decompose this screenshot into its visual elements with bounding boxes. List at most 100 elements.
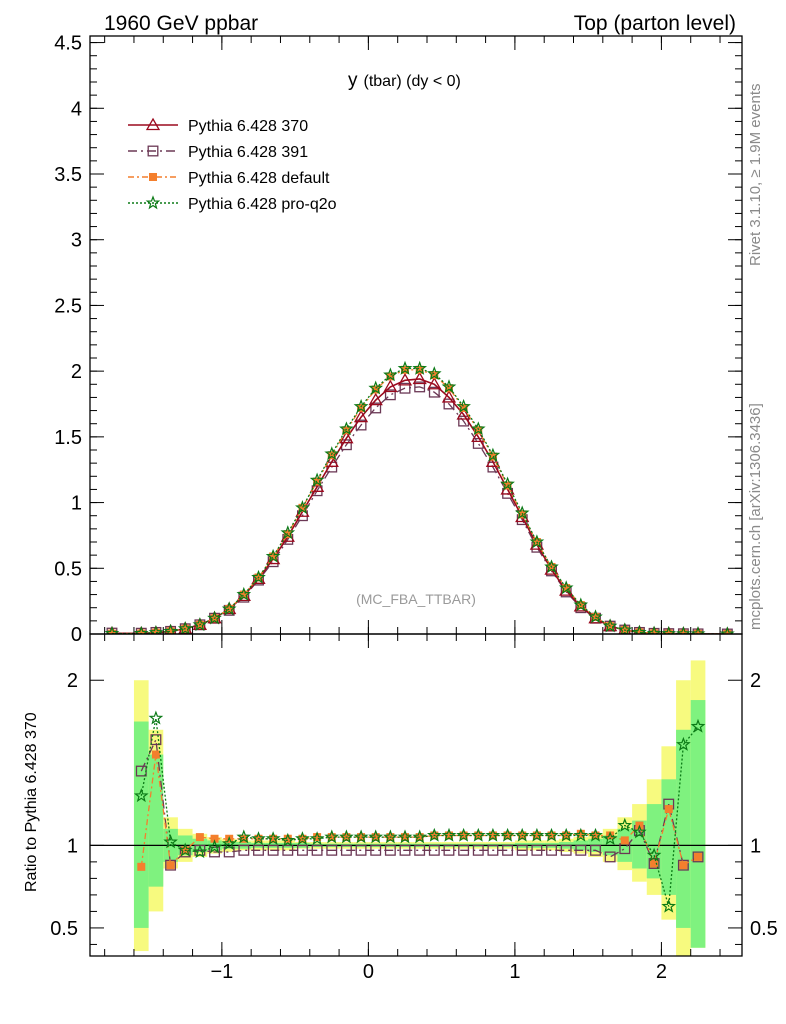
ratio-y-tick-label: 1 <box>67 835 78 857</box>
main-data-point <box>148 624 164 634</box>
main-data-point <box>602 618 618 633</box>
main-data-point <box>309 472 325 487</box>
main-plot-area: 0 0.5 1 1.5 2 2.5 3 3.5 4 4.5 <box>54 33 743 646</box>
main-data-point <box>397 373 413 386</box>
ratio-data-point <box>502 844 514 856</box>
main-data-point <box>265 548 281 563</box>
main-data-point <box>617 622 633 634</box>
ratio-data-point <box>487 844 499 856</box>
ratio-data-point <box>575 844 587 856</box>
ratio-y-tick-label-right: 2 <box>750 670 761 692</box>
ratio-data-point <box>650 859 659 868</box>
main-data-point <box>134 625 149 634</box>
ratio-data-point <box>251 831 266 845</box>
ratio-y-tick-label-right: 0.5 <box>750 918 778 940</box>
legend-label: Pythia 6.428 pro-q2o <box>188 196 337 213</box>
ratio-data-point <box>664 805 673 814</box>
legend-marker <box>148 172 157 181</box>
main-data-point <box>207 610 222 625</box>
ratio-data-point <box>339 829 354 844</box>
ratio-data-point <box>238 844 250 856</box>
ratio-y-tick-label: 2 <box>67 670 78 692</box>
ratio-data-point <box>485 827 501 842</box>
main-data-point <box>514 505 530 520</box>
main-data-point <box>280 525 296 540</box>
main-data-point <box>558 580 574 595</box>
main-data-point <box>588 609 603 624</box>
ratio-data-point <box>166 861 175 870</box>
ratio-data-point <box>632 824 647 839</box>
main-data-point <box>485 447 501 462</box>
main-data-point <box>370 402 382 414</box>
mcplots-label: mcplots.cern.ch [arXiv:1306.3436] <box>747 403 764 630</box>
ratio-data-point <box>399 844 411 856</box>
ratio-data-point <box>295 831 310 845</box>
ratio-data-point <box>209 846 220 858</box>
main-data-point <box>661 625 677 634</box>
ratio-data-point <box>590 844 601 856</box>
main-series-group <box>104 360 735 634</box>
ratio-data-point <box>236 829 252 844</box>
main-y-tick-label: 1.5 <box>54 427 82 449</box>
ratio-x-tick-label: 0 <box>363 961 374 983</box>
main-data-point <box>251 569 266 584</box>
main-data-point <box>427 376 442 390</box>
main-data-point <box>544 559 559 574</box>
main-data-point <box>386 372 395 381</box>
main-data-point <box>646 625 662 634</box>
ratio-data-point <box>546 844 557 856</box>
ratio-data-point <box>560 844 572 856</box>
ratio-data-point <box>267 844 279 856</box>
ratio-band-green <box>133 721 149 928</box>
main-data-point <box>456 398 471 413</box>
main-data-point <box>471 421 486 436</box>
ratio-data-point <box>412 829 428 844</box>
main-data-point <box>632 624 647 634</box>
ratio-data-point <box>397 829 413 844</box>
ratio-data-point <box>690 718 706 733</box>
ratio-band-green <box>690 700 706 948</box>
main-data-point <box>397 360 413 375</box>
ratio-band-green <box>661 779 677 895</box>
ratio-data-point <box>458 844 470 856</box>
main-data-point <box>384 389 396 401</box>
main-data-point <box>412 360 428 375</box>
main-data-point <box>676 625 691 634</box>
main-data-point <box>441 390 457 403</box>
ratio-data-point <box>676 736 691 751</box>
main-data-point <box>357 403 366 412</box>
ratio-series-group <box>90 660 742 956</box>
main-data-point <box>415 365 424 374</box>
ratio-data-point <box>617 817 633 832</box>
ratio-data-point <box>148 710 164 725</box>
main-data-point <box>324 446 340 461</box>
ratio-data-point <box>296 844 308 856</box>
ratio-plot-area: 0.5 0.5 1 1 2 2 −1 0 1 2 <box>50 633 778 983</box>
ratio-data-point <box>692 851 704 863</box>
main-data-point <box>295 500 310 515</box>
ratio-data-point <box>426 827 442 842</box>
ratio-data-point <box>151 750 160 759</box>
ratio-data-point <box>646 847 662 862</box>
main-y-tick-label: 2.5 <box>54 295 82 317</box>
main-y-tick-label: 3 <box>71 230 82 252</box>
ratio-data-point <box>516 844 528 856</box>
legend-label: Pythia 6.428 391 <box>188 144 308 161</box>
main-data-point <box>177 620 193 634</box>
ratio-data-point <box>443 844 455 856</box>
ratio-data-point <box>694 852 703 861</box>
ratio-data-point <box>163 834 178 849</box>
legend: Pythia 6.428 370 Pythia 6.428 391 Pythia 6… <box>128 117 337 213</box>
main-data-point <box>474 426 483 435</box>
main-data-point <box>441 379 457 394</box>
header-left: 1960 GeV ppbar <box>104 12 258 35</box>
main-data-point <box>412 371 427 385</box>
main-data-point <box>399 382 411 394</box>
ratio-data-point <box>544 827 559 842</box>
ratio-data-point <box>679 861 688 870</box>
ratio-series-line <box>140 718 699 907</box>
ratio-data-point <box>677 859 689 871</box>
ratio-x-tick-label: −1 <box>210 961 233 983</box>
main-data-point <box>719 626 735 634</box>
ratio-data-point <box>368 829 384 844</box>
